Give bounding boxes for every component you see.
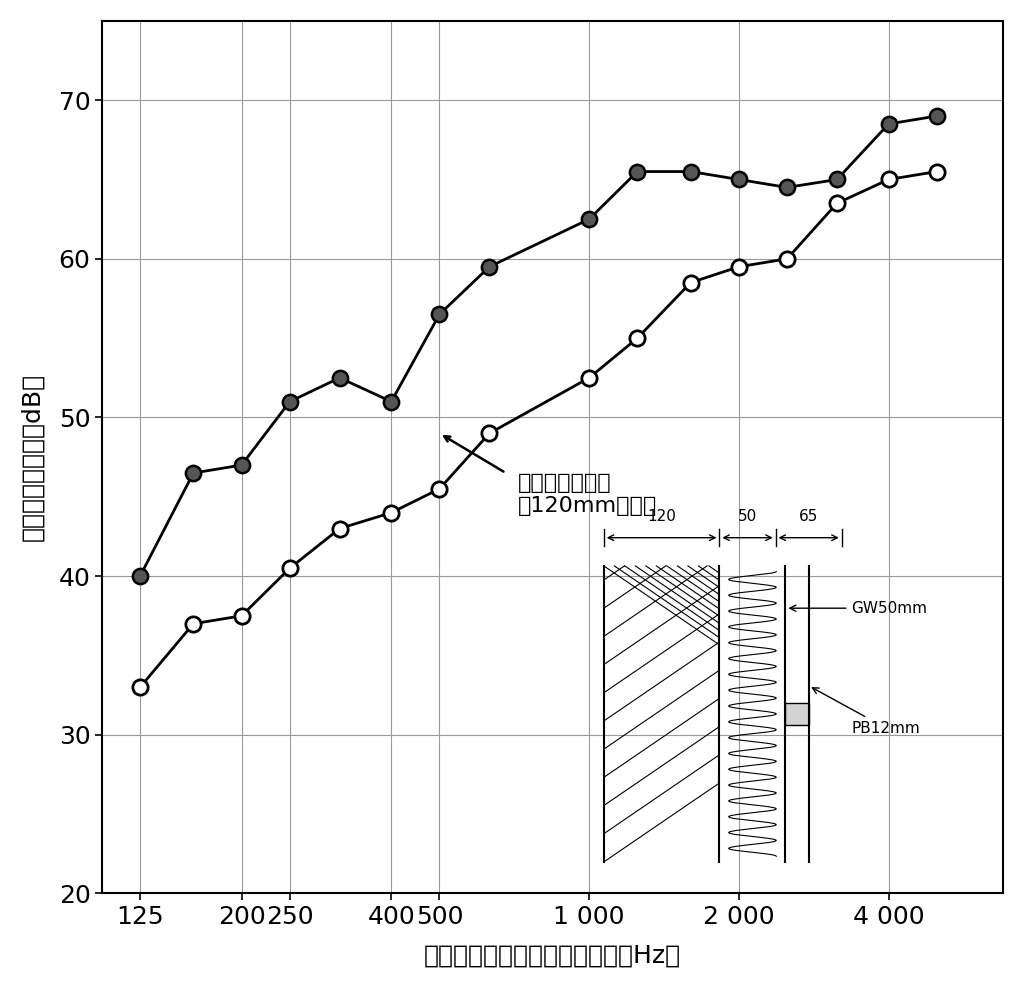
Text: コンクリート壁
（120mm）単体: コンクリート壁 （120mm）単体	[518, 473, 657, 516]
X-axis label: オクターブバンド中心周波数［Hz］: オクターブバンド中心周波数［Hz］	[424, 944, 681, 967]
Y-axis label: 透　過　損　失［dB］: 透 過 損 失［dB］	[20, 373, 45, 541]
